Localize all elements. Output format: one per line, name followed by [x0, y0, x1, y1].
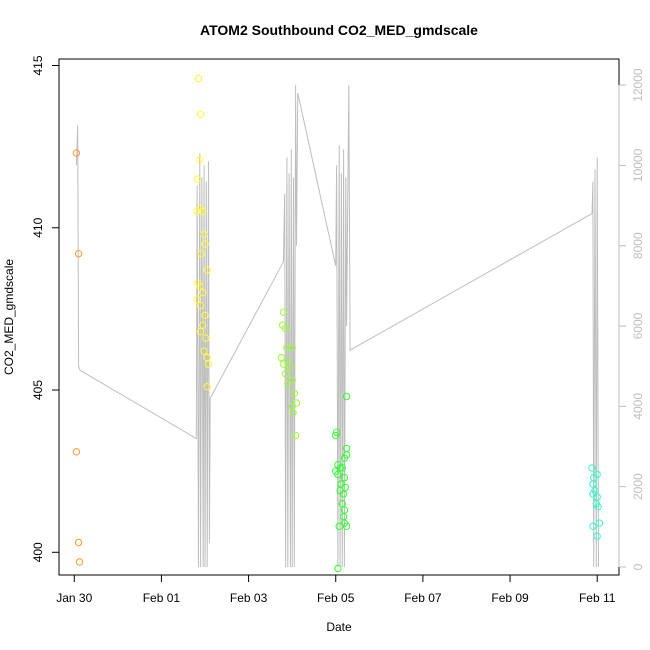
data-point [193, 295, 201, 303]
data-point [334, 564, 342, 573]
line-series-layer [75, 85, 599, 568]
data-point [72, 149, 81, 157]
data-point [593, 470, 601, 479]
data-point [594, 503, 602, 511]
data-point [342, 392, 351, 401]
data-point [593, 532, 601, 540]
points-layer [72, 74, 604, 573]
x-tick-label: Feb 01 [143, 591, 181, 605]
data-point [290, 389, 298, 397]
data-point [193, 175, 202, 183]
data-point [196, 327, 205, 336]
x-tick-label: Feb 03 [230, 591, 268, 605]
data-point [203, 266, 211, 274]
data-point [194, 74, 203, 83]
data-point [589, 480, 597, 488]
altitude-line [75, 85, 599, 568]
y-tick-label: 415 [31, 55, 45, 75]
data-point [291, 431, 300, 440]
data-point [342, 522, 351, 530]
data-point [196, 282, 204, 290]
y-tick-label: 400 [31, 542, 45, 562]
x-tick-label: Jan 30 [56, 591, 92, 605]
y2-tick-label: 0 [631, 563, 645, 570]
data-point [196, 301, 205, 310]
data-point [75, 558, 84, 566]
data-point [589, 522, 597, 530]
data-point [340, 454, 349, 462]
x-axis-label: Date [326, 620, 352, 634]
data-point [199, 207, 207, 216]
data-point [201, 240, 209, 248]
data-point [279, 360, 288, 368]
x-tick-label: Feb 11 [579, 591, 616, 605]
x-tick-label: Feb 05 [317, 591, 355, 605]
data-point [335, 522, 343, 530]
data-point [284, 357, 292, 365]
data-point [197, 250, 206, 258]
data-point [279, 308, 288, 316]
chart-title: ATOM2 Southbound CO2_MED_gmdscale [200, 22, 478, 38]
y-axis-label: CO2_MED_gmdscale [2, 259, 16, 375]
data-point [338, 499, 346, 508]
data-point [203, 383, 211, 391]
data-point [201, 311, 209, 320]
data-point [341, 483, 349, 492]
data-point [288, 344, 296, 352]
data-point [595, 519, 604, 527]
y2-tick-label: 10000 [631, 148, 645, 182]
data-point [593, 493, 601, 501]
y-tick-label: 405 [31, 380, 45, 400]
data-point [286, 363, 294, 371]
data-point [339, 490, 348, 498]
data-point [288, 376, 296, 384]
y2-tick-label: 4000 [631, 393, 645, 420]
data-point [199, 289, 207, 297]
data-point [72, 448, 81, 456]
x-tick-label: Feb 09 [491, 591, 529, 605]
data-point [196, 155, 204, 164]
y-axis: 400 405 410 415 [31, 55, 60, 562]
data-point [332, 428, 341, 436]
y2-tick-label: 2000 [631, 473, 645, 500]
data-point [332, 431, 340, 440]
data-point [337, 480, 345, 488]
data-point [200, 230, 208, 238]
x-tick-label: Feb 07 [404, 591, 442, 605]
x-axis: Jan 30 Feb 01 Feb 03 Feb 05 Feb 07 Feb 09 Feb … [56, 574, 616, 605]
data-point [283, 344, 291, 352]
data-point [339, 512, 348, 521]
y-tick-label: 410 [31, 217, 45, 237]
data-point [199, 321, 207, 329]
y2-tick-label: 12000 [631, 68, 645, 102]
data-point [196, 110, 205, 118]
data-point [200, 347, 208, 355]
data-point [281, 370, 290, 378]
data-point [588, 464, 596, 472]
data-point [334, 470, 342, 479]
data-point [74, 538, 83, 547]
data-point [281, 324, 290, 333]
y2-tick-label: 6000 [631, 312, 645, 339]
data-point [340, 473, 349, 482]
data-point [277, 353, 285, 362]
data-point [74, 250, 83, 258]
data-point [289, 409, 297, 417]
y2-tick-label: 8000 [631, 232, 645, 259]
secondary-y-axis: 0 2000 4000 6000 8000 10000 12000 [618, 68, 645, 570]
data-point [204, 360, 213, 368]
data-point [202, 334, 210, 342]
data-point [338, 464, 346, 472]
